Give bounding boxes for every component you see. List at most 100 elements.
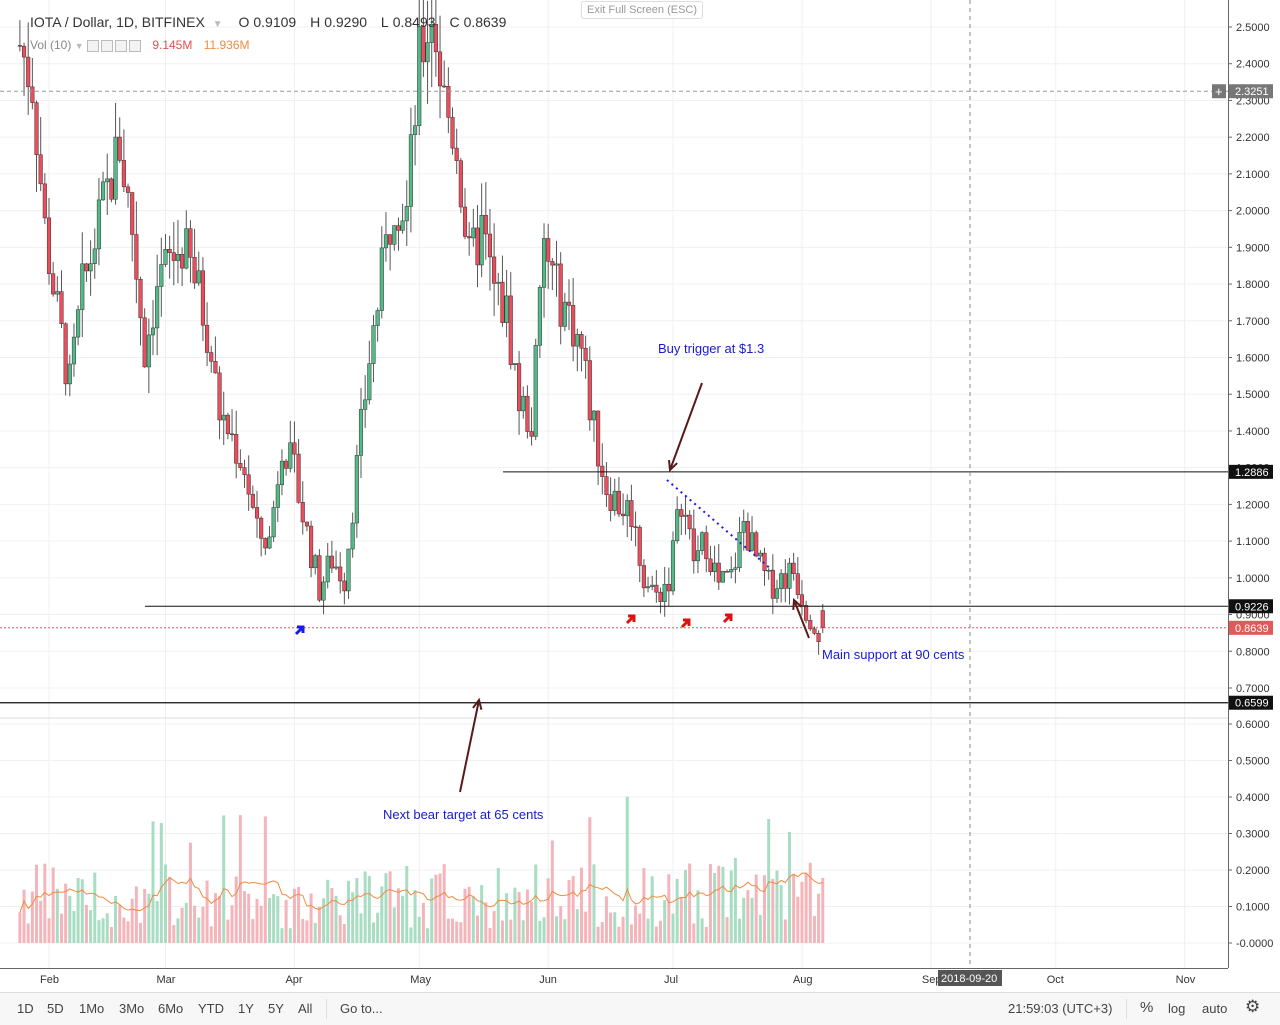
timeframe-5d[interactable]: 5D <box>47 1001 64 1016</box>
timeframe-3mo[interactable]: 3Mo <box>119 1001 145 1016</box>
eye-icon[interactable] <box>86 39 99 52</box>
volume-bar <box>317 906 321 943</box>
volume-bar <box>729 870 733 943</box>
volume-bar <box>184 902 188 943</box>
settings-icon[interactable] <box>100 39 113 52</box>
close-icon[interactable] <box>114 39 127 52</box>
volume-bar <box>530 901 534 943</box>
volume-bar <box>796 896 800 943</box>
price-chart[interactable]: 2.5000 2.4000 2.3000 2.2000 2.1000 2.0000 1.90… <box>0 0 1280 992</box>
annotations: Buy trigger at $1.3 Main support at 90 ce… <box>294 341 965 822</box>
red-pointer-arrow-head <box>725 613 733 621</box>
timeframe-5y[interactable]: 5Y <box>268 1001 284 1016</box>
arrow-buy-trigger <box>669 382 703 471</box>
price-label: 0.6599 <box>1235 698 1269 710</box>
volume-bar <box>322 898 326 943</box>
volume-bar <box>305 920 309 943</box>
timeframe-ytd[interactable]: YTD <box>198 1001 224 1016</box>
volume-bar <box>43 863 47 943</box>
candles <box>17 0 825 655</box>
volume-bar <box>126 921 130 943</box>
grid <box>0 0 1228 968</box>
price-tick-label: 1.6000 <box>1236 353 1270 365</box>
volume-bar <box>642 868 646 943</box>
volume-bar <box>763 875 767 943</box>
timeframe-1mo[interactable]: 1Mo <box>79 1001 105 1016</box>
volume-bar <box>613 912 617 943</box>
gear-icon[interactable]: ⚙ <box>1245 997 1261 1016</box>
volume-bar <box>559 906 563 943</box>
timeframe-1y[interactable]: 1Y <box>238 1001 254 1016</box>
price-label: 0.8639 <box>1235 623 1269 635</box>
candle <box>71 336 77 365</box>
chevron-down-icon[interactable]: ▼ <box>74 41 84 51</box>
candle <box>80 263 85 310</box>
volume-bar <box>471 896 475 943</box>
candle <box>221 414 226 421</box>
auto-scale-button[interactable]: auto <box>1202 1001 1228 1016</box>
volume-bar <box>517 891 521 943</box>
volume-bar <box>401 895 405 943</box>
volume-bar <box>101 918 105 943</box>
volume-bar <box>750 897 754 943</box>
arrow-bear-target-head <box>472 697 483 710</box>
volume-bar <box>143 888 147 943</box>
time-tick-label: Jul <box>664 974 678 986</box>
candle <box>321 581 326 601</box>
volume-bar <box>659 920 663 943</box>
candle <box>804 605 809 621</box>
timeframe-all[interactable]: All <box>298 1001 313 1016</box>
price-tick-label: 1.2000 <box>1236 499 1270 511</box>
candle <box>358 409 364 456</box>
volume-bar <box>218 896 222 943</box>
volume-bar <box>509 919 513 943</box>
candle <box>625 500 630 517</box>
symbol-title[interactable]: IOTA / Dollar, 1D, BITFINEX <box>30 14 205 30</box>
log-scale-button[interactable]: log <box>1168 1001 1186 1016</box>
candle <box>712 562 717 572</box>
volume-tick-label: 0.6000 <box>1236 719 1270 731</box>
price-tick-label: 0.7000 <box>1236 683 1270 695</box>
volume-bar <box>683 869 687 943</box>
candle <box>275 484 280 508</box>
more-icon[interactable] <box>128 39 141 52</box>
volume-bar <box>309 893 313 943</box>
candle <box>325 555 330 583</box>
candle <box>188 228 193 258</box>
timeframe-1d[interactable]: 1D <box>17 1001 34 1016</box>
candle <box>812 628 817 634</box>
timeframe-6mo[interactable]: 6Mo <box>158 1001 184 1016</box>
volume-bar <box>351 892 355 943</box>
percent-scale-button[interactable]: % <box>1140 999 1154 1016</box>
volume-bar <box>725 917 729 943</box>
volume-bar <box>434 874 438 943</box>
volume-bar <box>438 873 442 943</box>
volume-bar <box>172 925 176 943</box>
volume-bar <box>247 893 251 943</box>
volume-bar <box>821 878 825 943</box>
time-tick-label: Feb <box>40 974 59 986</box>
candle <box>600 465 605 477</box>
volume-indicator-name[interactable]: Vol (10) <box>30 38 72 52</box>
candle <box>700 532 705 551</box>
chevron-down-icon[interactable]: ▼ <box>212 19 223 30</box>
volume-bar <box>80 879 84 943</box>
volume-bar <box>542 917 546 943</box>
volume-bar <box>604 896 608 943</box>
volume-bar <box>251 919 255 943</box>
price-label: 1.2886 <box>1235 467 1269 479</box>
volume-bar <box>775 870 779 943</box>
volume-bar <box>783 919 787 943</box>
volume-bar <box>480 885 484 943</box>
open-value: 0.9109 <box>253 14 297 30</box>
goto-button[interactable]: Go to... <box>340 1001 383 1016</box>
candle <box>508 295 513 365</box>
candle <box>259 517 264 539</box>
time-axis: Feb Mar Apr May Jun Jul Aug Sep Oct Nov 2018-09-20 <box>40 970 1196 986</box>
candle <box>471 227 476 239</box>
candle <box>105 178 110 183</box>
exit-fullscreen-button[interactable]: Exit Full Screen (ESC) <box>581 1 704 19</box>
price-tick-label: 2.5000 <box>1236 22 1270 34</box>
candle <box>171 252 176 261</box>
